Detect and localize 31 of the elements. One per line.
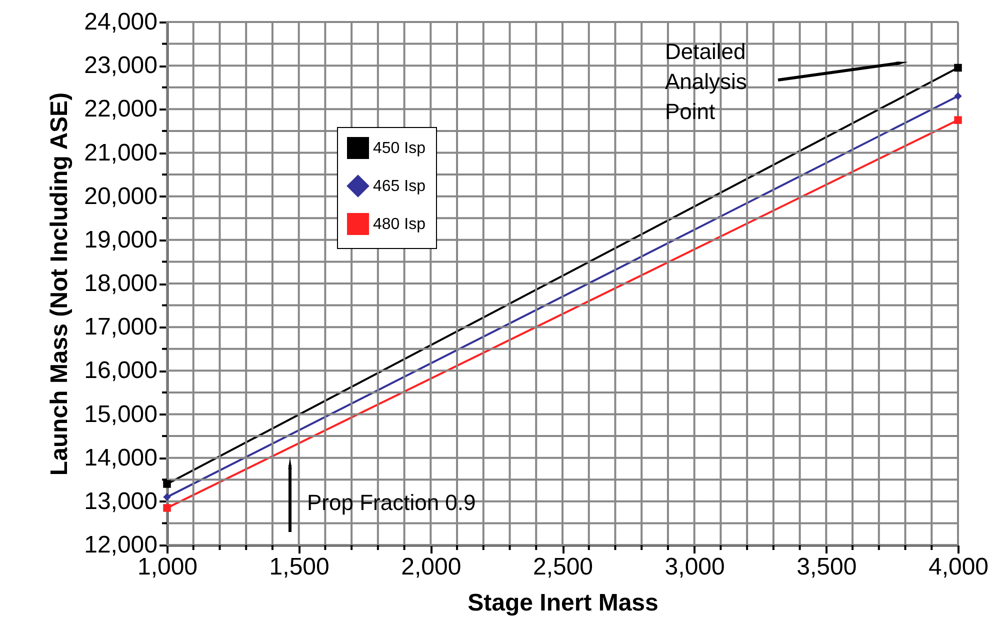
point: [163, 504, 171, 512]
x-tick-label: 2,500: [532, 554, 594, 580]
y-tick-label: 23,000: [84, 52, 158, 80]
point: [954, 64, 962, 72]
legend-label: 465 Isp: [373, 178, 426, 195]
x-tick-label: 3,000: [664, 554, 725, 580]
y-tick-label: 20,000: [84, 182, 158, 210]
point: [163, 480, 171, 488]
point: [954, 116, 962, 124]
legend-label: 450 Isp: [373, 140, 426, 157]
y-tick-label: 18,000: [84, 270, 158, 297]
x-tick-label: 1,500: [269, 554, 330, 580]
x-axis-title: Stage Inert Mass: [468, 590, 658, 616]
annotation: Detailed Analysis Point: [665, 39, 747, 124]
x-tick-label: 2,000: [401, 554, 462, 580]
y-tick-label: 21,000: [84, 139, 158, 166]
y-tick-label: 15,000: [84, 400, 158, 428]
point: [954, 92, 962, 100]
y-tick-label: 22,000: [84, 96, 158, 123]
y-tick-label: 17,000: [84, 314, 158, 341]
x-tick-label: 3,500: [796, 554, 857, 580]
y-tick-label: 24,000: [84, 8, 158, 36]
y-tick-label: 19,000: [84, 226, 158, 254]
legend-label: 480 Isp: [373, 216, 426, 233]
y-axis-title: Launch Mass (Not Including ASE): [46, 92, 74, 476]
y-tick-label: 13,000: [84, 488, 158, 515]
x-tick-label: 4,000: [928, 554, 989, 580]
annotation: Prop Fraction 0.9: [307, 490, 476, 515]
y-tick-label: 14,000: [84, 444, 158, 472]
y-tick-label: 16,000: [84, 357, 158, 384]
point: [163, 493, 171, 501]
